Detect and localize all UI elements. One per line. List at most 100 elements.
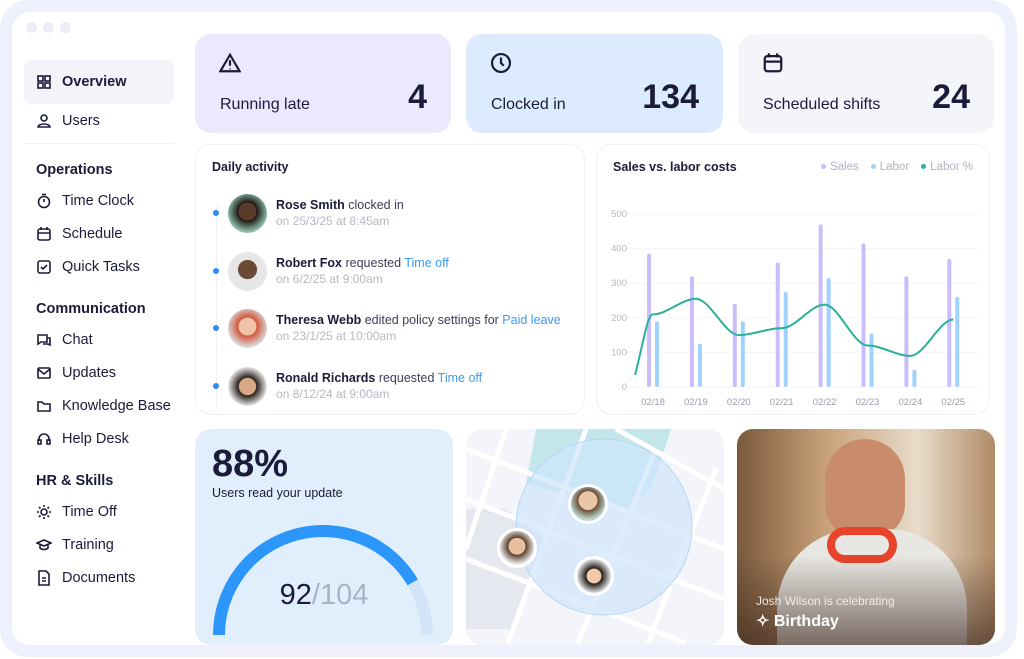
window-dot[interactable] xyxy=(43,22,54,33)
calendar-icon xyxy=(763,53,783,73)
window-dot[interactable] xyxy=(60,22,71,33)
activity-link[interactable]: Paid leave xyxy=(502,313,561,327)
chat-icon xyxy=(37,333,51,346)
sidebar-item-help-desk[interactable]: Help Desk xyxy=(24,422,174,455)
team-member-avatar[interactable] xyxy=(568,484,608,524)
sidebar-section-title: HR & Skills xyxy=(36,473,114,489)
warning-icon xyxy=(219,52,241,73)
legend-swatch xyxy=(921,164,927,170)
birthday-title-text: Birthday xyxy=(773,613,839,630)
stat-label: Running late xyxy=(220,96,310,113)
bar-sales xyxy=(689,276,694,387)
list-item[interactable]: Theresa Webb edited policy settings for … xyxy=(196,307,576,351)
birthday-card[interactable]: Josh Wilson is celebrating ✧ Birthday xyxy=(737,429,995,645)
list-item[interactable]: Rose Smith clocked in on 25/3/25 at 8:45… xyxy=(196,192,576,236)
legend-label: Sales xyxy=(829,161,859,173)
sidebar-item-updates[interactable]: Updates xyxy=(24,356,174,389)
activity-time: on 23/1/25 at 10:00am xyxy=(276,329,397,343)
bar-labor xyxy=(655,321,659,387)
divider xyxy=(24,143,174,144)
y-tick-label: 500 xyxy=(611,209,627,220)
team-member-avatar[interactable] xyxy=(497,528,537,568)
activity-time: on 25/3/25 at 8:45am xyxy=(276,214,390,228)
team-location-map[interactable] xyxy=(466,429,724,645)
sidebar-item-schedule[interactable]: Schedule xyxy=(24,217,174,250)
team-member-avatar[interactable] xyxy=(574,556,614,596)
sidebar-item-time-off[interactable]: Time Off xyxy=(24,495,174,528)
legend-item[interactable]: Labor % xyxy=(921,161,973,173)
user-icon xyxy=(36,113,52,128)
clock-check-icon xyxy=(490,52,512,74)
x-tick-label: 02/20 xyxy=(727,397,751,408)
bar-sales xyxy=(732,303,737,387)
update-read-card: 88% Users read your update 92/104 xyxy=(195,429,453,645)
legend-item[interactable]: Sales xyxy=(820,161,859,173)
bar-sales xyxy=(904,276,909,387)
activity-user[interactable]: Rose Smith xyxy=(276,198,345,212)
timeline-dot xyxy=(213,210,219,216)
party-popper-icon: ✧ xyxy=(756,613,770,630)
bar-labor xyxy=(740,321,745,387)
sidebar-item-quick-tasks[interactable]: Quick Tasks xyxy=(24,250,174,283)
sidebar-item-chat[interactable]: Chat xyxy=(24,323,174,356)
y-tick-label: 100 xyxy=(611,347,627,358)
bar-sales xyxy=(775,262,780,387)
sidebar-item-time-clock[interactable]: Time Clock xyxy=(24,184,174,217)
read-gauge xyxy=(213,525,433,636)
card-title: Daily activity xyxy=(212,160,289,174)
gauge-fill xyxy=(213,525,418,636)
sidebar-item-label: Users xyxy=(62,112,100,129)
activity-link[interactable]: Time off xyxy=(404,255,449,270)
sidebar-item-users[interactable]: Users xyxy=(24,104,174,137)
legend-label: Labor xyxy=(879,161,910,173)
stat-card[interactable]: Scheduled shifts 24 xyxy=(738,34,994,133)
sidebar-item-label: Training xyxy=(62,536,114,553)
sun-icon xyxy=(37,504,51,519)
bar-labor xyxy=(783,291,788,387)
bar-sales xyxy=(947,258,952,387)
avatar xyxy=(228,309,267,348)
graduation-cap-icon xyxy=(36,538,52,550)
sidebar-item-label: Overview xyxy=(62,74,127,90)
timeline-dot xyxy=(213,267,219,274)
activity-action: clocked in xyxy=(348,198,404,212)
line-labor-percent xyxy=(634,297,954,376)
activity-user[interactable]: Theresa Webb xyxy=(276,313,362,327)
x-tick-label: 02/25 xyxy=(941,397,965,408)
timeline-dot xyxy=(213,325,219,331)
x-tick-label: 02/24 xyxy=(899,397,923,408)
read-percent: 88% xyxy=(212,443,289,485)
legend-item[interactable]: Labor xyxy=(870,161,910,173)
calendar-icon xyxy=(37,226,51,241)
sidebar-item-label: Help Desk xyxy=(62,430,129,447)
stat-card[interactable]: Running late 4 xyxy=(195,34,451,133)
sidebar-item-training[interactable]: Training xyxy=(24,528,174,561)
legend-swatch xyxy=(820,164,826,170)
read-label: Users read your update xyxy=(212,486,343,500)
sidebar-item-documents[interactable]: Documents xyxy=(24,561,174,594)
y-tick-label: 400 xyxy=(611,244,627,255)
sidebar-item-knowledge-base[interactable]: Knowledge Base xyxy=(24,389,174,422)
checkbox-icon xyxy=(37,259,51,274)
sidebar-item-overview[interactable]: Overview xyxy=(24,60,174,104)
stat-value: 4 xyxy=(408,78,427,116)
stat-value: 134 xyxy=(642,78,699,116)
x-tick-label: 02/19 xyxy=(684,397,708,408)
stat-label: Scheduled shifts xyxy=(763,96,881,113)
sidebar-item-label: Time Clock xyxy=(62,192,134,209)
folder-icon xyxy=(37,400,51,412)
stat-card[interactable]: Clocked in 134 xyxy=(466,34,723,133)
list-item[interactable]: Robert Fox requested Time off on 6/2/25 a… xyxy=(196,250,576,294)
activity-user[interactable]: Robert Fox xyxy=(276,255,342,270)
avatar xyxy=(228,251,267,291)
list-item[interactable]: Ronald Richards requested Time off on 8/1… xyxy=(196,365,576,409)
timeline-line xyxy=(215,205,217,410)
activity-user[interactable]: Ronald Richards xyxy=(276,370,376,385)
sidebar-section-title: Operations xyxy=(36,162,113,178)
stopwatch-icon xyxy=(37,193,51,208)
activity-link[interactable]: Time off xyxy=(437,370,483,385)
legend-swatch xyxy=(870,164,876,170)
window-dot[interactable] xyxy=(26,22,37,33)
photo-overlay xyxy=(737,555,995,645)
document-icon xyxy=(38,569,50,586)
